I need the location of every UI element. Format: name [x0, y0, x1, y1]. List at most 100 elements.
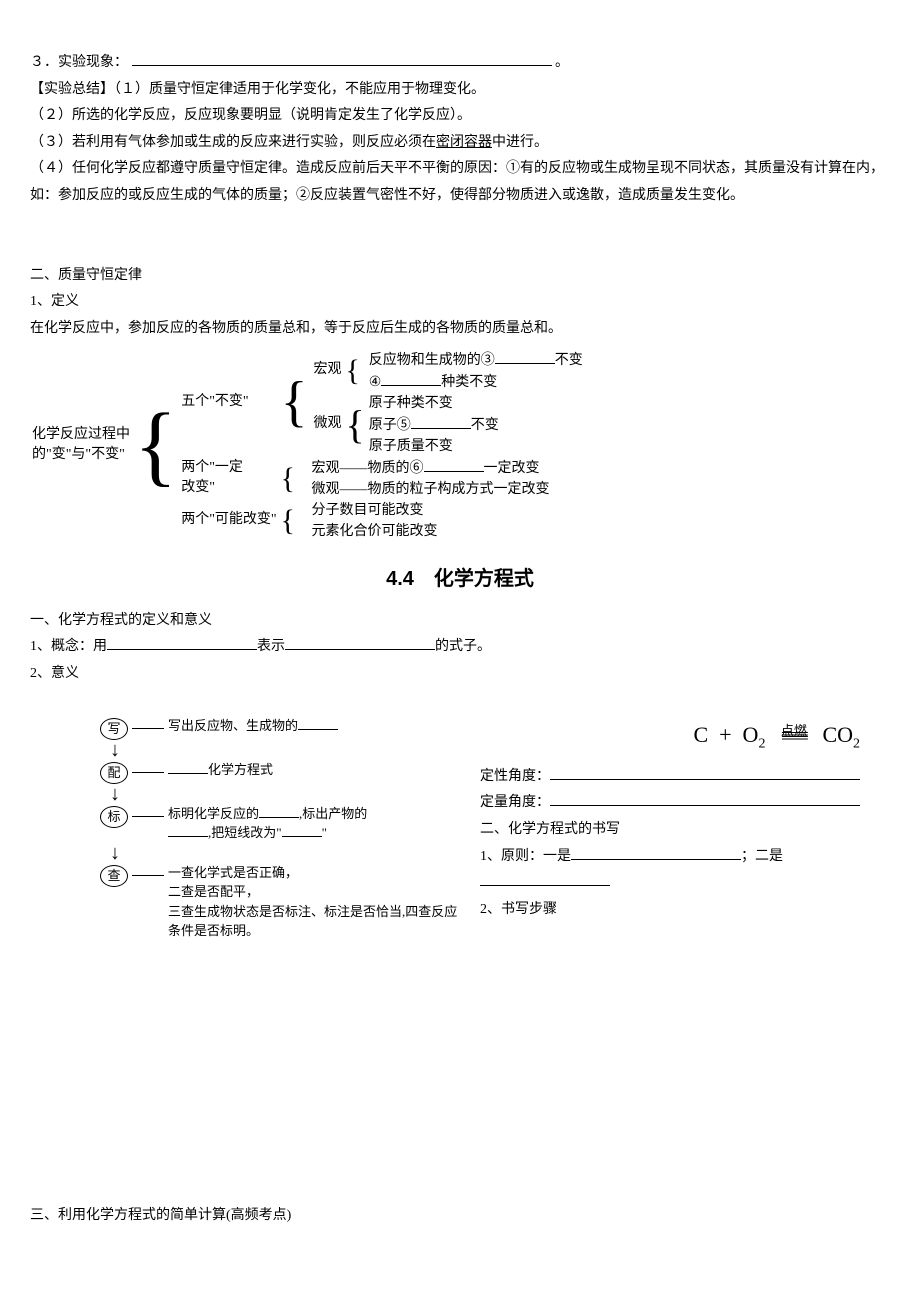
blank-concept-2[interactable]: [285, 635, 435, 650]
sec2-p1: 1、定义: [30, 289, 890, 316]
blank-concept-1[interactable]: [107, 635, 257, 650]
flow-text-1: 写出反应物、生成物的: [168, 714, 338, 736]
d1-wei-label: 微观: [312, 393, 344, 457]
blank-flow-3a[interactable]: [259, 804, 299, 818]
change-diagram: 化学反应过程中 的"变"与"不变" { 五个"不变" { 宏观 { 反应物和生成…: [30, 349, 890, 542]
blank-flow-3c[interactable]: [282, 823, 322, 837]
d1-w2a: 原子⑤: [369, 418, 411, 433]
flow-text-4: 一查化学式是否正确， 二查是否配平， 三查生成物状态是否标注、标注是否恰当,四查…: [168, 861, 470, 941]
d1-w2b: 不变: [471, 418, 499, 433]
reaction-arrow-icon: 点燃 ═══ ═══: [771, 733, 817, 741]
flow-t1a: 写出反应物、生成物的: [168, 718, 298, 733]
d1-g3-label: 两个"可能改变": [179, 500, 278, 542]
flowchart: 写 写出反应物、生成物的 ↓ 配 化学方程式 ↓ 标 标明化学反应的 ,标出产物的…: [30, 714, 470, 943]
d1-h1a: 反应物和生成物的③: [369, 353, 495, 368]
flow-text-2: 化学方程式: [168, 758, 273, 780]
flow-t3b: ,标出产物的: [299, 806, 367, 821]
summary-3b-underlined: 密闭容器: [436, 135, 492, 150]
flow-connector-icon: [132, 728, 164, 729]
flow-t3d: ": [322, 825, 327, 840]
summary-2: （２）所选的化学反应，反应现象要明显（说明肯定发生了化学反应）。: [30, 103, 890, 130]
two-column-block: 写 写出反应物、生成物的 ↓ 配 化学方程式 ↓ 标 标明化学反应的 ,标出产物的…: [30, 714, 890, 943]
eq-lhs1: C: [693, 722, 708, 747]
d1-hong-label: 宏观: [312, 349, 344, 393]
right-h2: 二、化学方程式的书写: [480, 817, 890, 844]
summary-3a: （３）若利用有气体参加或生成的反应来进行实验，则反应必须在: [30, 135, 436, 150]
d1-g2h-a: 宏观——物质的⑥: [312, 461, 424, 476]
arrow-down-icon: ↓: [110, 843, 470, 863]
blank-flow-1[interactable]: [298, 716, 338, 730]
sec2-p2: 在化学反应中，参加反应的各物质的质量总和，等于反应后生成的各物质的质量总和。: [30, 316, 890, 343]
d1-g2a: 两个"一定: [181, 460, 243, 475]
d1-g3-1: 分子数目可能改变: [312, 503, 424, 518]
d1-g1-label: 五个"不变": [179, 349, 278, 457]
blank-6[interactable]: [424, 457, 484, 472]
blank-4[interactable]: [381, 371, 441, 386]
eq-sub1: 2: [758, 736, 765, 751]
d1-g2b: 改变": [181, 480, 215, 495]
blank-quantitative[interactable]: [550, 791, 860, 806]
d1-g2h-b: 一定改变: [484, 461, 540, 476]
line3-end: 。: [555, 55, 569, 70]
sec3-p1c: 的式子。: [435, 639, 491, 654]
d1-w1: 原子种类不变: [369, 396, 453, 411]
flow-t3c: ,把短线改为": [208, 825, 282, 840]
sec3-p2: 2、意义: [30, 661, 890, 688]
blank-3[interactable]: [495, 349, 555, 364]
sec4-heading: 三、利用化学方程式的简单计算(高频考点): [30, 1203, 890, 1230]
arrow-down-icon: ↓: [110, 740, 470, 760]
flow-t2b: 化学方程式: [208, 762, 273, 777]
blank-flow-3b[interactable]: [168, 823, 208, 837]
blank-qualitative[interactable]: [550, 765, 860, 780]
flow-connector-icon: [132, 875, 164, 876]
blank-5[interactable]: [411, 414, 471, 429]
d1-left1: 化学反应过程中: [32, 427, 130, 442]
title-4-4: 4.4 化学方程式: [30, 560, 890, 598]
d1-h2b: 种类不变: [441, 375, 497, 390]
flow-node-mark: 标: [100, 806, 128, 828]
blank-principle-1[interactable]: [571, 845, 741, 860]
d1-left2: 的"变"与"不变": [32, 447, 125, 462]
eq-lhs2: O: [743, 722, 759, 747]
flow-node-write: 写: [100, 718, 128, 740]
flow-text-3: 标明化学反应的 ,标出产物的 ,把短线改为" ": [168, 802, 367, 843]
qualitative-line: 定性角度：: [480, 764, 890, 791]
quantitative-line: 定量角度：: [480, 790, 890, 817]
sec2-heading: 二、质量守恒定律: [30, 263, 890, 290]
summary-4: （４）任何化学反应都遵守质量守恒定律。造成反应前后天平不平衡的原因：①有的反应物…: [30, 156, 890, 209]
right-p2: 2、书写步骤: [480, 897, 890, 924]
eq-rhs: CO: [822, 722, 853, 747]
summary-block: 【实验总结】（１）质量守恒定律适用于化学变化，不能应用于物理变化。: [30, 77, 890, 104]
d1-w3: 原子质量不变: [369, 439, 453, 454]
blank-principle-2[interactable]: [480, 871, 610, 886]
quantitative-label: 定量角度：: [480, 795, 550, 810]
eq-sub2: 2: [853, 736, 860, 751]
sec3-p1b: 表示: [257, 639, 285, 654]
d1-g2w: 微观——物质的粒子构成方式一定改变: [312, 482, 550, 497]
sec3-p1a: 1、概念：用: [30, 639, 107, 654]
flow-t3a: 标明化学反应的: [168, 806, 259, 821]
d1-g3-2: 元素化合价可能改变: [312, 524, 438, 539]
right-column: C + O2 点燃 ═══ ═══ CO2 定性角度： 定量角度： 二、化学方程…: [480, 714, 890, 924]
qualitative-label: 定性角度：: [480, 769, 550, 784]
right-p1b: ；二是: [741, 849, 783, 864]
chemical-equation: C + O2 点燃 ═══ ═══ CO2: [480, 714, 890, 758]
d1-h1b: 不变: [555, 353, 583, 368]
d1-h2a: ④: [369, 375, 382, 390]
line-3: ３．实验现象： 。: [30, 50, 890, 77]
flow-connector-icon: [132, 816, 164, 817]
flow-node-balance: 配: [100, 762, 128, 784]
flow-connector-icon: [132, 772, 164, 773]
sec3-heading: 一、化学方程式的定义和意义: [30, 608, 890, 635]
right-p1: 1、原则：一是 ；二是: [480, 844, 890, 897]
line3-prefix: ３．实验现象：: [30, 55, 128, 70]
eq-plus: +: [719, 722, 731, 747]
eq-condition: 点燃: [771, 719, 817, 744]
summary-3: （３）若利用有气体参加或生成的反应来进行实验，则反应必须在密闭容器中进行。: [30, 130, 890, 157]
blank-phenomenon[interactable]: [132, 51, 552, 66]
summary-label: 【实验总结】: [30, 82, 114, 97]
right-p1a: 1、原则：一是: [480, 849, 571, 864]
summary-1: （１）质量守恒定律适用于化学变化，不能应用于物理变化。: [114, 82, 485, 97]
sec3-p1: 1、概念：用 表示 的式子。: [30, 634, 890, 661]
blank-flow-2[interactable]: [168, 760, 208, 774]
